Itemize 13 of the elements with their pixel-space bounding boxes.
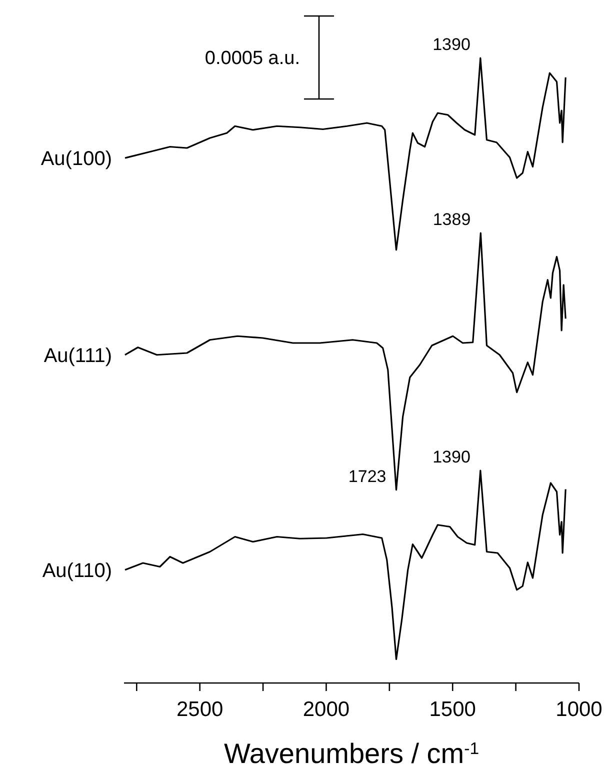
- annotation: 1390: [432, 448, 470, 466]
- x-tick-label: 1000: [556, 698, 602, 721]
- annotation: 1390: [432, 35, 470, 54]
- x-tick-label: 2500: [176, 698, 224, 721]
- annotation: 0.0005 a.u.: [204, 48, 300, 69]
- x-tick-label: 1500: [429, 698, 476, 721]
- series-label: Au(110): [42, 560, 112, 582]
- annotation: 1389: [432, 210, 471, 229]
- x-axis-title: Wavenumbers / cm$^{-1}$: [224, 738, 480, 769]
- annotation: 1723: [348, 466, 386, 486]
- series-label: Au(100): [40, 148, 112, 170]
- x-tick-label: 2000: [302, 698, 350, 721]
- series-label: Au(111): [44, 344, 112, 367]
